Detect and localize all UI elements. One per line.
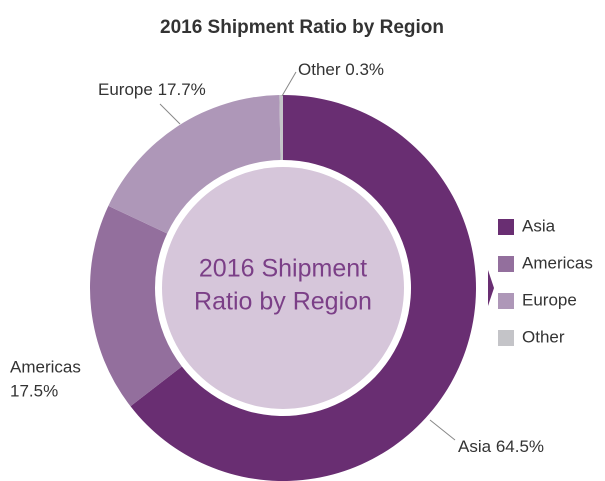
legend-swatch bbox=[498, 293, 514, 309]
slice-label: Other 0.3% bbox=[298, 60, 384, 79]
legend-swatch bbox=[498, 330, 514, 346]
slice-value-label: 64.5% bbox=[496, 437, 544, 456]
slice-name: Asia bbox=[458, 437, 492, 456]
donut bbox=[89, 95, 476, 481]
legend-label: Americas bbox=[522, 253, 593, 272]
leader-line bbox=[281, 71, 297, 97]
leader-line bbox=[429, 419, 456, 441]
slice-name: Europe bbox=[98, 80, 153, 99]
legend-label: Europe bbox=[522, 290, 577, 309]
slice-label: Asia 64.5% bbox=[458, 437, 544, 456]
slice-name: Other bbox=[298, 60, 341, 79]
leader-line bbox=[159, 103, 181, 125]
slice bbox=[279, 95, 283, 161]
slice bbox=[108, 95, 281, 234]
slice-label: Americas bbox=[10, 357, 81, 376]
slice bbox=[130, 95, 476, 481]
legend-label: Asia bbox=[522, 216, 556, 235]
legend-label: Other bbox=[522, 327, 565, 346]
pointer bbox=[488, 270, 494, 306]
slice-value-label: 0.3% bbox=[345, 60, 384, 79]
slice-label: Europe 17.7% bbox=[98, 80, 206, 99]
center-text: Ratio by Region bbox=[194, 288, 372, 316]
legend-swatch bbox=[498, 219, 514, 235]
center-text: 2016 Shipment bbox=[199, 255, 367, 283]
legend-swatch bbox=[498, 256, 514, 272]
slice-value-label: 17.7% bbox=[158, 80, 206, 99]
chart-title: 2016 Shipment Ratio by Region bbox=[160, 17, 444, 38]
slice-value-label: 17.5% bbox=[10, 381, 58, 400]
center-disc bbox=[162, 167, 404, 409]
slice bbox=[89, 205, 182, 407]
